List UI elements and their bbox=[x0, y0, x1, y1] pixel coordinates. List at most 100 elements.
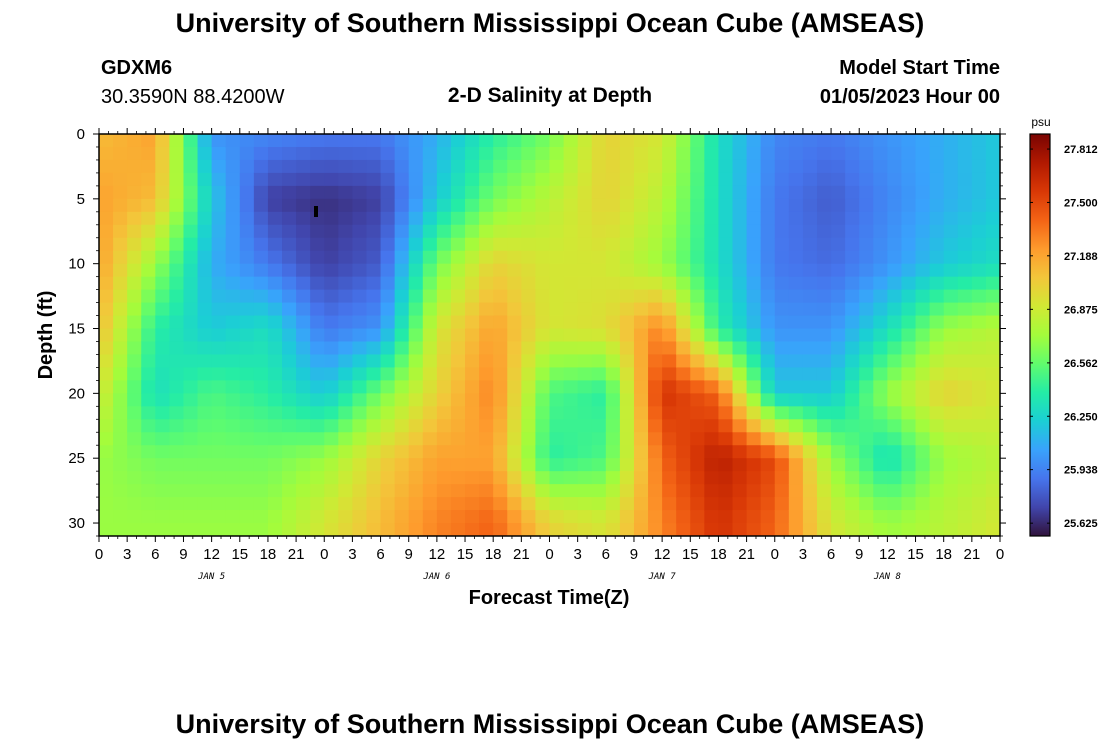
heatmap-cell bbox=[141, 484, 156, 498]
heatmap-cell bbox=[479, 432, 494, 446]
heatmap-cell bbox=[282, 315, 297, 330]
heatmap-cell bbox=[352, 211, 368, 226]
heatmap-cell bbox=[436, 341, 452, 356]
heatmap-cell bbox=[929, 289, 945, 304]
heatmap-cell bbox=[591, 250, 607, 265]
heatmap-cell bbox=[662, 289, 677, 304]
heatmap-cell bbox=[450, 445, 466, 459]
heatmap-cell bbox=[943, 497, 959, 511]
heatmap-cell bbox=[859, 302, 874, 317]
heatmap-cell bbox=[732, 289, 748, 304]
heatmap-cell bbox=[450, 250, 466, 265]
heatmap-cell bbox=[127, 341, 142, 356]
heatmap-cell bbox=[802, 354, 818, 369]
heatmap-cell bbox=[788, 471, 804, 485]
heatmap-cell bbox=[493, 484, 508, 498]
heatmap-cell bbox=[310, 172, 325, 187]
x-tick-label: 9 bbox=[630, 546, 638, 563]
heatmap-cell bbox=[746, 367, 762, 381]
heatmap-cell bbox=[127, 224, 142, 239]
heatmap-cell bbox=[436, 276, 452, 291]
heatmap-cell bbox=[155, 354, 170, 369]
heatmap-cell bbox=[901, 224, 917, 239]
heatmap-cell bbox=[802, 315, 818, 330]
heatmap-cell bbox=[155, 471, 170, 485]
heatmap-cell bbox=[619, 354, 635, 369]
heatmap-cell bbox=[310, 146, 325, 161]
heatmap-cell bbox=[605, 432, 621, 446]
heatmap-cell bbox=[915, 250, 931, 265]
heatmap-cell bbox=[366, 510, 382, 524]
y-tick-label: 5 bbox=[77, 191, 85, 208]
heatmap-cell bbox=[479, 315, 494, 330]
x-tick-label: 18 bbox=[260, 546, 277, 563]
heatmap-cell bbox=[324, 510, 339, 524]
heatmap-cell bbox=[267, 432, 283, 446]
heatmap-cell bbox=[169, 146, 185, 161]
heatmap-cell bbox=[535, 134, 551, 148]
heatmap-cell bbox=[690, 302, 705, 317]
heatmap-cell bbox=[732, 134, 748, 148]
heatmap-cell bbox=[788, 328, 804, 343]
heatmap-cell bbox=[507, 484, 522, 498]
heatmap-cell bbox=[802, 134, 818, 148]
x-tick-label: 12 bbox=[879, 546, 896, 563]
heatmap-cell bbox=[901, 523, 917, 536]
heatmap-cell bbox=[450, 367, 466, 381]
heatmap-cell bbox=[929, 146, 945, 161]
heatmap-cell bbox=[619, 263, 635, 278]
heatmap-cell bbox=[873, 263, 888, 278]
heatmap-cell bbox=[859, 497, 874, 511]
heatmap-cell bbox=[493, 406, 508, 420]
heatmap-cell bbox=[338, 276, 354, 291]
heatmap-cell bbox=[971, 198, 987, 213]
heatmap-cell bbox=[239, 445, 255, 459]
heatmap-cell bbox=[267, 393, 283, 407]
heatmap-cell bbox=[704, 484, 720, 498]
heatmap-cell bbox=[873, 237, 888, 252]
heatmap-cells bbox=[99, 134, 1000, 536]
heatmap-cell bbox=[535, 419, 551, 433]
heatmap-cell bbox=[211, 211, 227, 226]
heatmap-cell bbox=[211, 134, 227, 148]
heatmap-cell bbox=[704, 159, 720, 174]
heatmap-cell bbox=[605, 523, 621, 536]
heatmap-cell bbox=[563, 484, 579, 498]
heatmap-cell bbox=[915, 510, 931, 524]
heatmap-cell bbox=[985, 263, 1000, 278]
heatmap-cell bbox=[605, 237, 621, 252]
heatmap-cell bbox=[577, 354, 593, 369]
heatmap-cell bbox=[155, 406, 170, 420]
heatmap-cell bbox=[718, 406, 734, 420]
heatmap-cell bbox=[859, 419, 874, 433]
heatmap-cell bbox=[549, 263, 565, 278]
heatmap-cell bbox=[493, 276, 508, 291]
heatmap-cell bbox=[816, 289, 832, 304]
heatmap-cell bbox=[760, 328, 776, 343]
heatmap-cell bbox=[802, 406, 818, 420]
heatmap-cell bbox=[155, 419, 170, 433]
heatmap-cell bbox=[971, 445, 987, 459]
heatmap-cell bbox=[563, 445, 579, 459]
heatmap-cell bbox=[887, 185, 903, 200]
heatmap-cell bbox=[915, 445, 931, 459]
heatmap-cell bbox=[169, 406, 185, 420]
heatmap-cell bbox=[535, 458, 551, 472]
heatmap-cell bbox=[408, 419, 424, 433]
heatmap-cell bbox=[985, 198, 1000, 213]
heatmap-cell bbox=[943, 302, 959, 317]
heatmap-cell bbox=[197, 224, 213, 239]
heatmap-cell bbox=[479, 354, 494, 369]
heatmap-cell bbox=[957, 471, 973, 485]
heatmap-cell bbox=[633, 380, 649, 394]
heatmap-cell bbox=[704, 211, 720, 226]
heatmap-cell bbox=[816, 393, 832, 407]
y-tick-label: 25 bbox=[68, 450, 85, 467]
heatmap-cell bbox=[887, 263, 903, 278]
heatmap-cell bbox=[676, 172, 691, 187]
x-tick-label: 0 bbox=[545, 546, 553, 563]
heatmap-cell bbox=[535, 146, 551, 161]
heatmap-cell bbox=[239, 406, 255, 420]
heatmap-cell bbox=[732, 276, 748, 291]
x-tick-label: 3 bbox=[123, 546, 131, 563]
